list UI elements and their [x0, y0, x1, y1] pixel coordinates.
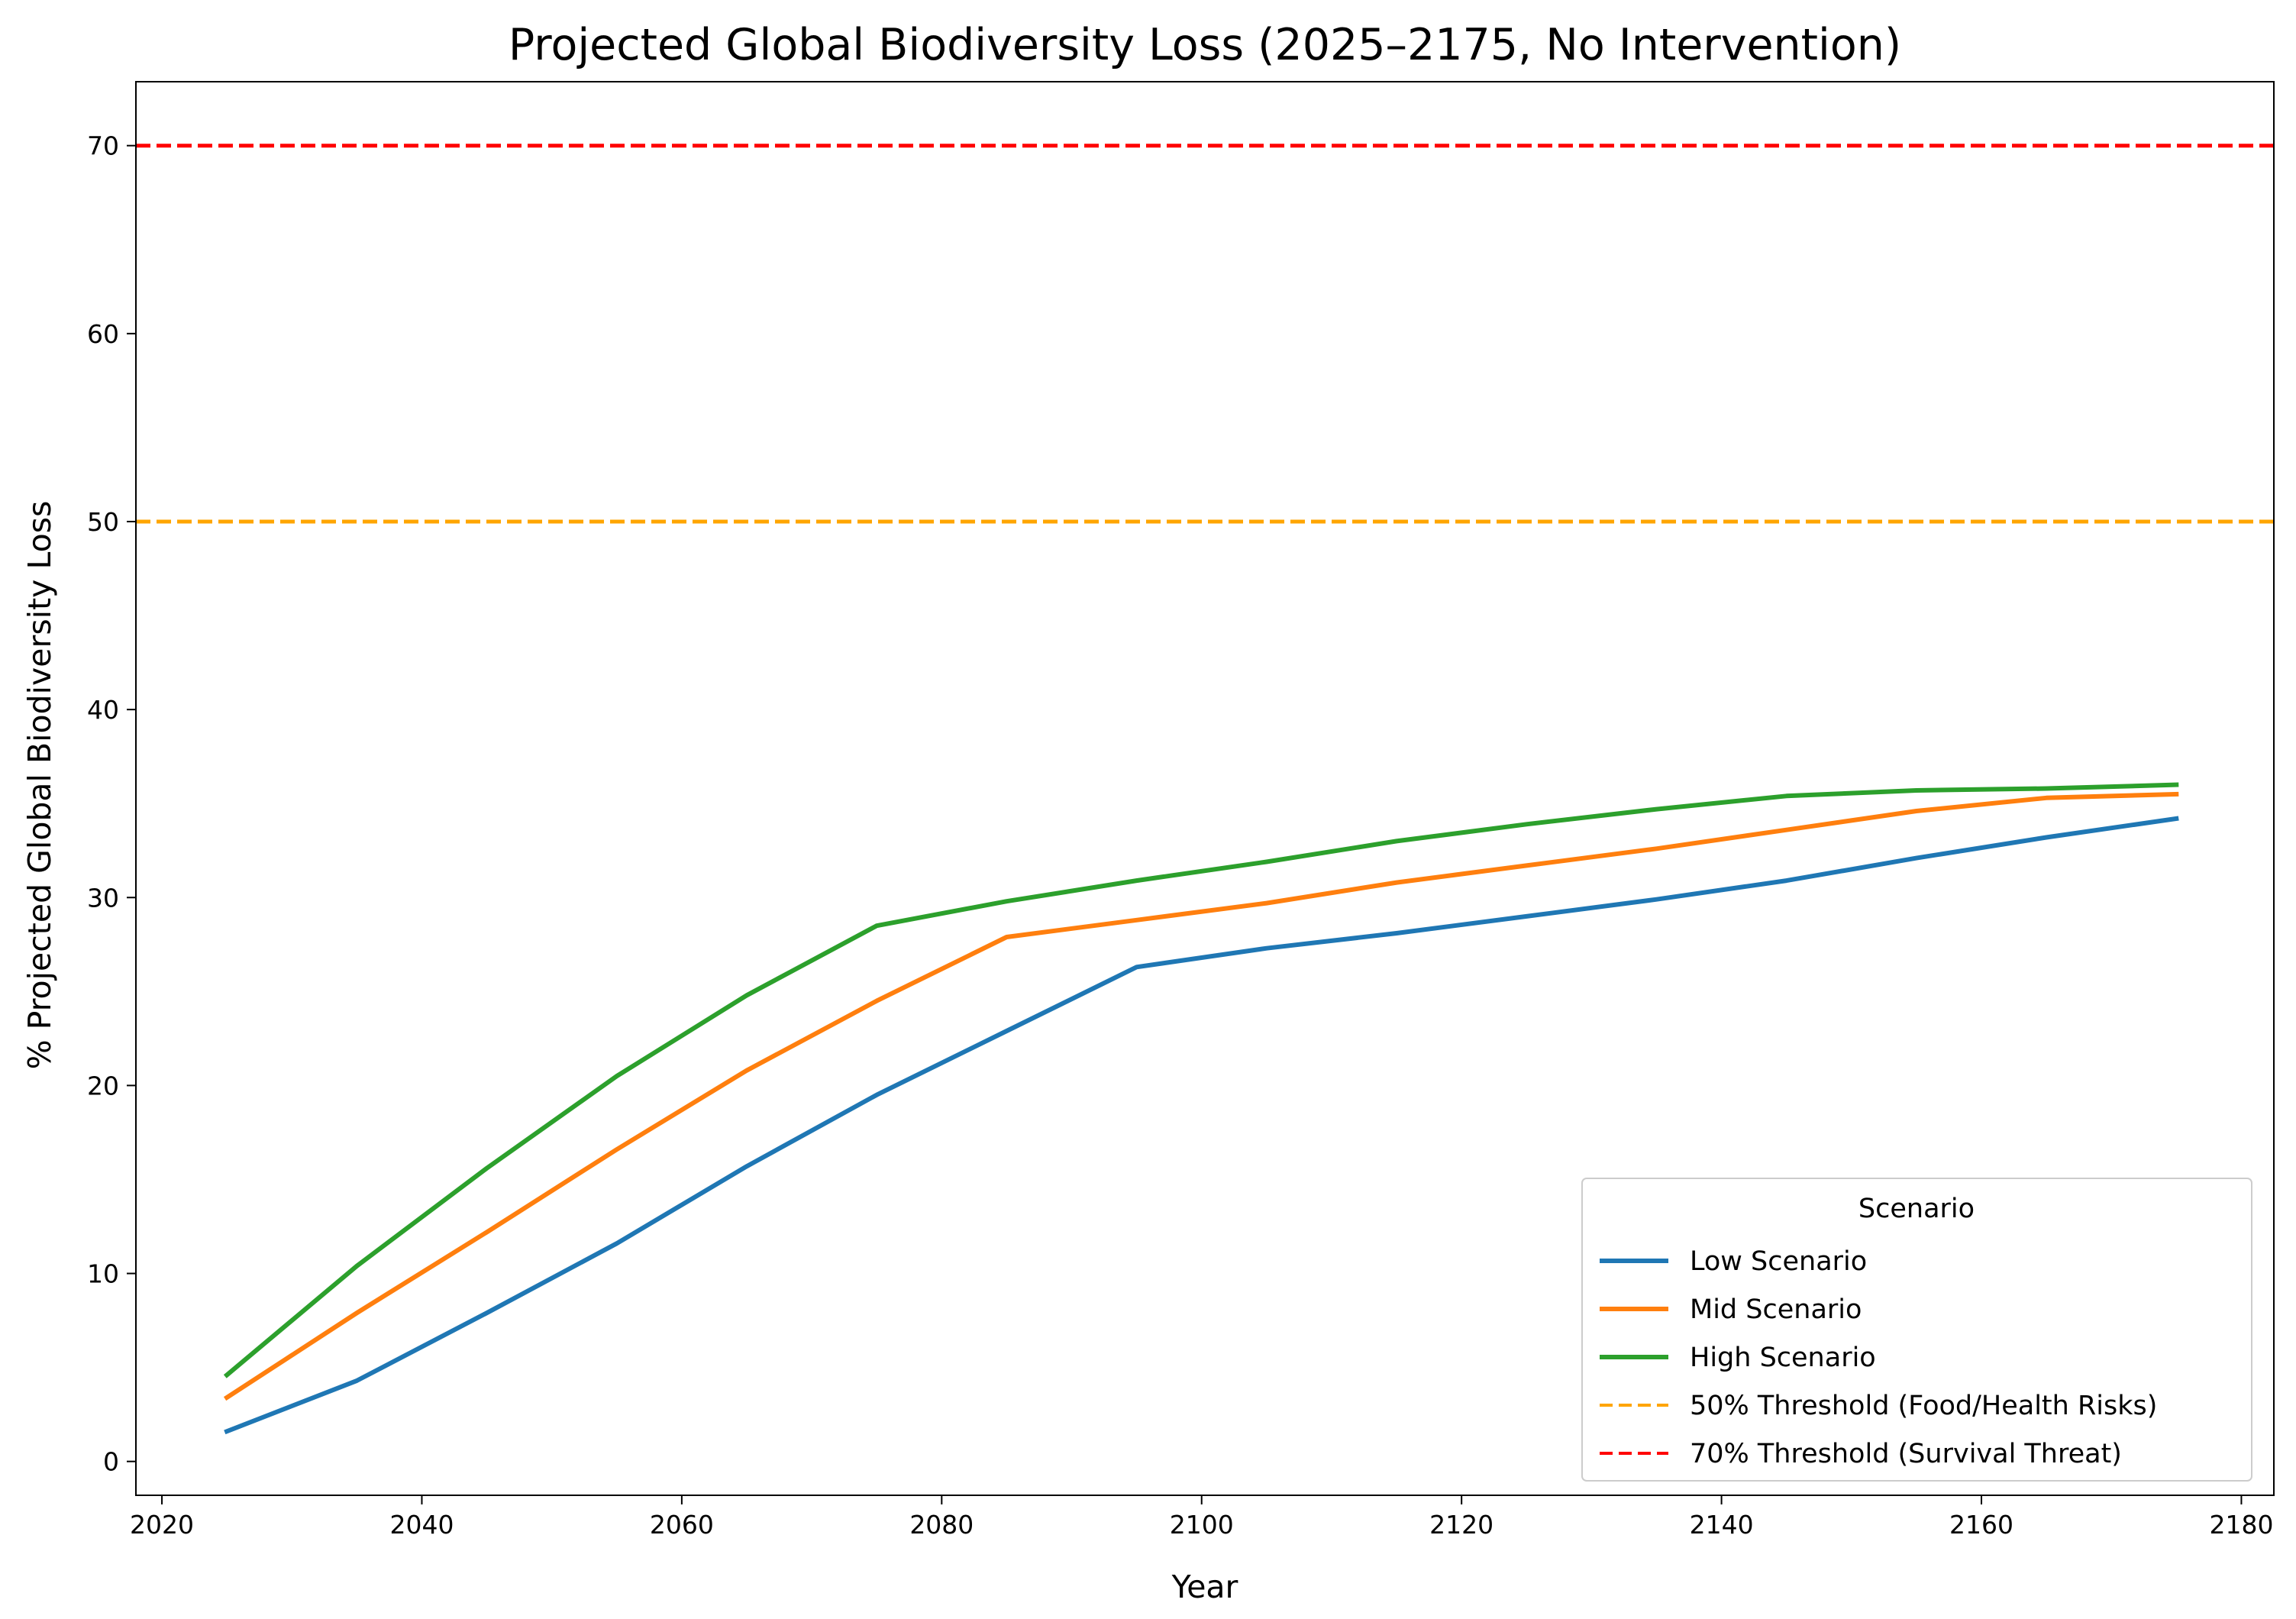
y-tick-label: 0 [103, 1447, 119, 1477]
threshold-lines [136, 144, 2274, 524]
y-tick-label: 60 [87, 319, 119, 349]
legend-title: Scenario [1858, 1194, 1975, 1224]
y-axis-ticks: 0 10 20 30 40 50 60 70 [87, 131, 136, 1477]
legend-label-4: 70% Threshold (Survival Threat) [1690, 1439, 2122, 1469]
legend-label-1: Mid Scenario [1690, 1294, 1862, 1325]
series-line-0 [224, 816, 2179, 1435]
x-tick-label: 2060 [650, 1510, 714, 1540]
y-tick-label: 70 [87, 131, 119, 161]
x-axis-ticks: 2020 2040 2060 2080 2100 2120 2140 2160 2180 [130, 1495, 2273, 1540]
y-axis-label: % Projected Global Biodiversity Loss [21, 501, 58, 1070]
x-axis-label: Year [1171, 1569, 1238, 1605]
plot-area-frame [135, 81, 2275, 1496]
y-tick-label: 10 [87, 1259, 119, 1289]
y-tick-label: 40 [87, 695, 119, 725]
x-tick-label: 2020 [130, 1510, 194, 1540]
x-tick-label: 2080 [909, 1510, 974, 1540]
chart-title: Projected Global Biodiversity Loss (2025… [509, 20, 1901, 70]
x-tick-label: 2140 [1690, 1510, 1754, 1540]
y-tick-label: 20 [87, 1071, 119, 1100]
y-tick-label: 50 [87, 507, 119, 537]
series-line-2 [223, 782, 2179, 1378]
y-tick-label: 30 [87, 883, 119, 913]
legend: Scenario Low Scenario Mid Scenario High Sc… [1581, 1178, 2252, 1482]
legend-label-2: High Scenario [1690, 1343, 1876, 1373]
series-line-1 [223, 791, 2179, 1401]
x-tick-label: 2120 [1429, 1510, 1494, 1540]
series-lines [223, 782, 2179, 1435]
legend-items: Low Scenario Mid Scenario High Scenario 50%… [1600, 1246, 2157, 1469]
x-tick-label: 2180 [2209, 1510, 2273, 1540]
legend-label-3: 50% Threshold (Food/Health Risks) [1690, 1391, 2157, 1421]
legend-label-0: Low Scenario [1690, 1246, 1867, 1277]
x-tick-label: 2100 [1170, 1510, 1234, 1540]
legend-box [1581, 1178, 2252, 1482]
x-tick-label: 2160 [1949, 1510, 2013, 1540]
x-tick-label: 2040 [389, 1510, 454, 1540]
